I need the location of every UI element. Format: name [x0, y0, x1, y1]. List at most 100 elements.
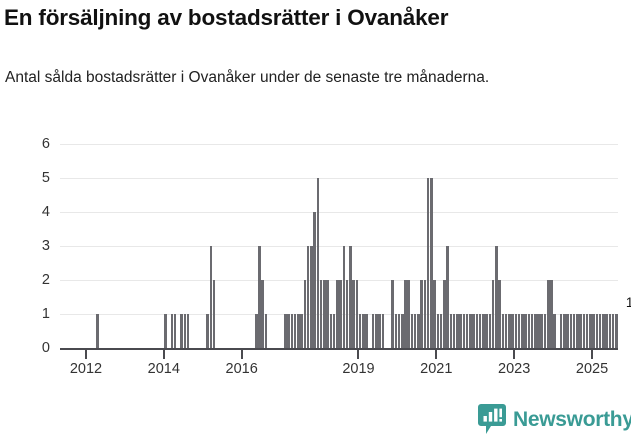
bar[interactable] — [303, 280, 307, 348]
bar[interactable] — [462, 314, 466, 348]
bar[interactable] — [488, 314, 492, 348]
bar[interactable] — [485, 314, 488, 348]
bar[interactable] — [449, 314, 453, 348]
bar[interactable] — [183, 314, 187, 348]
bar[interactable] — [527, 314, 531, 348]
bar[interactable] — [517, 314, 521, 348]
bar[interactable] — [316, 178, 320, 348]
bar[interactable] — [173, 314, 177, 348]
bar[interactable] — [323, 280, 326, 348]
bar[interactable] — [530, 314, 534, 348]
bar[interactable] — [297, 314, 300, 348]
bar[interactable] — [579, 314, 582, 348]
bar[interactable] — [336, 280, 339, 348]
bar[interactable] — [352, 280, 355, 348]
bar[interactable] — [478, 314, 482, 348]
bar[interactable] — [566, 314, 569, 348]
bar[interactable] — [394, 314, 398, 348]
bar[interactable] — [608, 314, 612, 348]
bar[interactable] — [423, 280, 427, 348]
bar[interactable] — [498, 280, 501, 348]
bar[interactable] — [345, 280, 349, 348]
bar[interactable] — [261, 280, 264, 348]
bar[interactable] — [508, 314, 511, 348]
bar[interactable] — [563, 314, 566, 348]
bar[interactable] — [180, 314, 183, 348]
bar[interactable] — [358, 314, 362, 348]
newsworthy-logo[interactable]: Newsworthy — [478, 404, 631, 434]
bar[interactable] — [491, 280, 495, 348]
bar[interactable] — [511, 314, 514, 348]
bar[interactable] — [209, 246, 213, 348]
bar[interactable] — [206, 314, 209, 348]
bar[interactable] — [572, 314, 576, 348]
bar[interactable] — [342, 246, 346, 348]
bar[interactable] — [482, 314, 485, 348]
bar[interactable] — [615, 314, 618, 348]
bar[interactable] — [164, 314, 167, 348]
bar[interactable] — [313, 212, 316, 348]
bar[interactable] — [284, 314, 287, 348]
bar[interactable] — [439, 314, 443, 348]
bar[interactable] — [553, 314, 556, 348]
bar[interactable] — [287, 314, 290, 348]
bar[interactable] — [355, 280, 359, 348]
bar[interactable] — [582, 314, 586, 348]
bar[interactable] — [420, 280, 423, 348]
bar[interactable] — [404, 280, 407, 348]
bar[interactable] — [293, 314, 297, 348]
bar[interactable] — [417, 314, 420, 348]
bar[interactable] — [212, 280, 216, 348]
bar[interactable] — [452, 314, 456, 348]
bar[interactable] — [559, 314, 563, 348]
bar[interactable] — [592, 314, 595, 348]
bar[interactable] — [495, 246, 498, 348]
bar[interactable] — [400, 314, 404, 348]
bar[interactable] — [433, 280, 436, 348]
bar[interactable] — [391, 280, 394, 348]
bar[interactable] — [381, 314, 385, 348]
bar[interactable] — [534, 314, 537, 348]
bar[interactable] — [410, 314, 414, 348]
bar[interactable] — [611, 314, 615, 348]
bar[interactable] — [475, 314, 479, 348]
bar[interactable] — [598, 314, 602, 348]
bar[interactable] — [469, 314, 472, 348]
bar[interactable] — [96, 314, 99, 348]
bar[interactable] — [504, 314, 508, 348]
bar[interactable] — [255, 314, 258, 348]
bar[interactable] — [300, 314, 303, 348]
bar[interactable] — [524, 314, 527, 348]
bar[interactable] — [595, 314, 599, 348]
bar[interactable] — [332, 314, 336, 348]
bar[interactable] — [514, 314, 518, 348]
bar[interactable] — [436, 314, 440, 348]
bar[interactable] — [501, 314, 505, 348]
bar[interactable] — [456, 314, 459, 348]
bar[interactable] — [537, 314, 540, 348]
bar[interactable] — [459, 314, 462, 348]
bar[interactable] — [407, 280, 410, 348]
bar[interactable] — [546, 280, 550, 348]
bar[interactable] — [375, 314, 378, 348]
bar[interactable] — [319, 280, 323, 348]
bar[interactable] — [472, 314, 475, 348]
bar[interactable] — [426, 178, 430, 348]
bar[interactable] — [306, 246, 310, 348]
bar[interactable] — [540, 314, 543, 348]
bar[interactable] — [339, 280, 342, 348]
bar[interactable] — [378, 314, 381, 348]
bar[interactable] — [413, 314, 417, 348]
bar[interactable] — [465, 314, 469, 348]
bar[interactable] — [264, 314, 268, 348]
bar[interactable] — [521, 314, 524, 348]
bar[interactable] — [258, 246, 261, 348]
bar[interactable] — [310, 246, 313, 348]
bar[interactable] — [290, 314, 294, 348]
bar[interactable] — [443, 280, 446, 348]
bar[interactable] — [446, 246, 449, 348]
bar[interactable] — [602, 314, 605, 348]
bar[interactable] — [170, 314, 174, 348]
bar[interactable] — [329, 314, 333, 348]
bar[interactable] — [186, 314, 190, 348]
